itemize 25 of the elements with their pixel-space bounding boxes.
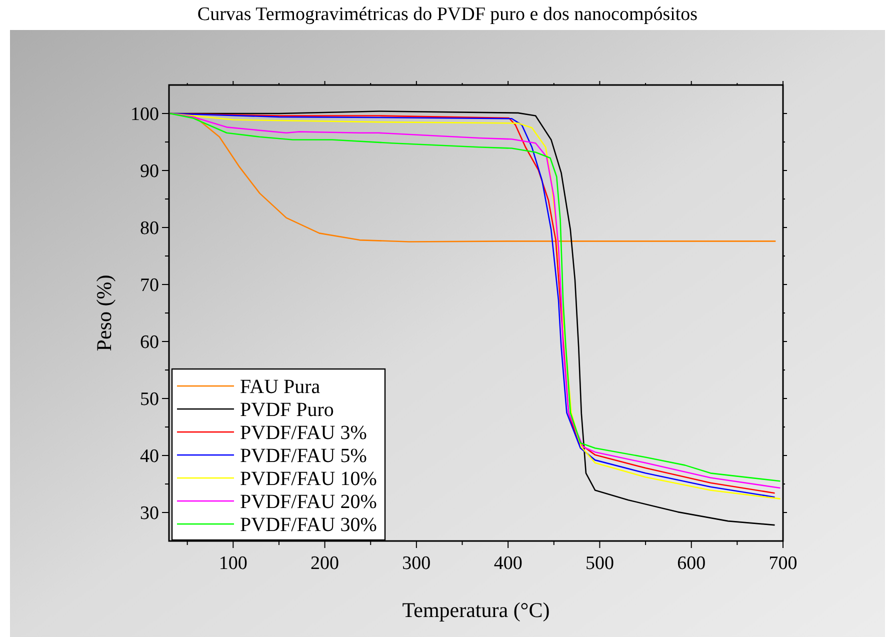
legend-label: PVDF/FAU 10%: [240, 468, 377, 490]
y-tick-label: 100: [130, 104, 159, 126]
legend-label: PVDF/FAU 20%: [240, 491, 377, 513]
x-axis-title: Temperatura (°C): [402, 598, 550, 622]
x-tick-label: 500: [585, 553, 614, 574]
legend-label: PVDF/FAU 3%: [240, 422, 367, 444]
legend-label: PVDF/FAU 5%: [240, 445, 367, 467]
legend-label: FAU Pura: [240, 376, 320, 398]
y-tick-label: 70: [140, 275, 159, 296]
x-tick-label: 100: [218, 553, 248, 574]
x-tick-label: 300: [402, 553, 431, 574]
legend-label: PVDF Puro: [240, 399, 334, 421]
y-tick-label: 80: [140, 218, 159, 240]
legend-label: PVDF/FAU 30%: [240, 514, 377, 536]
y-axis-title: Peso (%): [92, 274, 116, 352]
x-tick-label: 200: [310, 553, 340, 574]
y-tick-label: 30: [140, 503, 159, 524]
y-tick-label: 40: [140, 446, 159, 468]
y-tick-label: 50: [140, 389, 159, 410]
y-tick-label: 60: [140, 332, 159, 354]
y-tick-label: 90: [140, 161, 159, 182]
x-tick-label: 600: [677, 553, 706, 574]
x-tick-label: 400: [494, 553, 522, 574]
chart-title: Curvas Termogravimétricas do PVDF puro e dos nanocompósitos: [197, 4, 698, 25]
x-tick-label: 700: [768, 553, 798, 574]
